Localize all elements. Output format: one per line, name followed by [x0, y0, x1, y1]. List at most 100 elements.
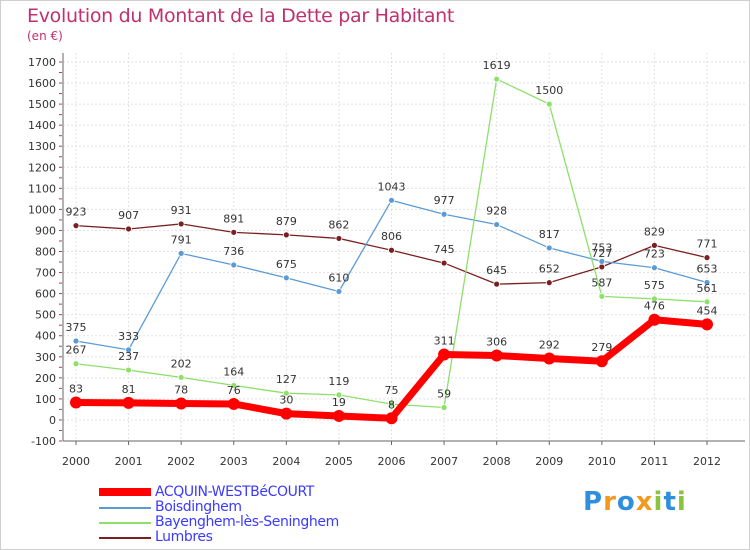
- logo-letter: i: [676, 487, 687, 517]
- y-tick-label: 1600: [28, 77, 56, 90]
- y-tick-label: 1700: [28, 56, 56, 69]
- data-label-acquin: 292: [539, 338, 560, 351]
- data-point-boisdinghem: [598, 257, 606, 265]
- data-point-acquin: [648, 313, 661, 326]
- data-point-boisdinghem: [388, 196, 395, 204]
- data-label-lumbres: 891: [223, 212, 244, 225]
- data-point-lumbres: [230, 228, 238, 236]
- data-label-acquin: 8: [388, 398, 395, 411]
- y-tick-label: 500: [35, 309, 56, 322]
- y-tick-label: 1200: [28, 161, 56, 174]
- chart-title: Evolution du Montant de la Dette par Hab…: [27, 5, 455, 27]
- data-label-lumbres: 745: [434, 243, 455, 256]
- data-label-lumbres: 652: [539, 263, 560, 276]
- logo-letter: o: [616, 487, 636, 517]
- data-point-lumbres: [545, 279, 553, 287]
- data-point-bayenghem: [598, 292, 606, 300]
- y-tick-label: 1500: [28, 98, 56, 111]
- data-point-bayenghem: [703, 298, 711, 306]
- data-point-boisdinghem: [651, 264, 658, 272]
- data-point-lumbres: [282, 231, 290, 239]
- data-point-bayenghem: [388, 400, 395, 408]
- data-label-bayenghem: 587: [591, 276, 612, 289]
- data-label-lumbres: 829: [644, 225, 665, 238]
- data-label-bayenghem: 575: [644, 279, 665, 292]
- data-point-acquin: [227, 397, 240, 410]
- data-label-bayenghem: 59: [437, 388, 451, 401]
- x-tick-label: 2006: [378, 455, 406, 468]
- data-point-acquin: [543, 352, 556, 365]
- data-point-bayenghem: [651, 295, 658, 303]
- data-point-acquin: [701, 318, 713, 331]
- data-label-acquin: 306: [486, 336, 507, 349]
- logo-letter: t: [663, 487, 677, 517]
- x-tick-label: 2004: [272, 455, 300, 468]
- data-label-boisdinghem: 791: [171, 233, 192, 246]
- logo-letter: r: [603, 487, 617, 517]
- data-label-boisdinghem: 653: [697, 262, 718, 275]
- data-label-lumbres: 862: [328, 218, 349, 231]
- data-point-lumbres: [651, 241, 658, 249]
- data-label-acquin: 30: [279, 394, 293, 407]
- data-label-lumbres: 923: [66, 206, 87, 219]
- data-point-lumbres: [703, 254, 711, 262]
- legend-label-bayenghem: Bayenghem-lès-Seninghem: [155, 514, 339, 530]
- data-label-acquin: 83: [69, 382, 83, 395]
- x-tick-label: 2012: [693, 455, 721, 468]
- data-point-lumbres: [125, 225, 132, 233]
- x-tick-label: 2005: [325, 455, 353, 468]
- data-point-boisdinghem: [72, 337, 80, 345]
- y-tick-label: 600: [35, 288, 56, 301]
- y-tick-label: 1000: [28, 203, 56, 216]
- y-tick-label: 400: [35, 330, 56, 343]
- x-tick-label: 2011: [640, 455, 668, 468]
- data-label-lumbres: 727: [591, 247, 612, 260]
- data-point-bayenghem: [282, 389, 290, 397]
- data-label-acquin: 476: [644, 300, 665, 313]
- data-point-boisdinghem: [335, 288, 343, 295]
- data-label-acquin: 311: [434, 334, 455, 347]
- data-point-bayenghem: [177, 374, 185, 381]
- data-point-bayenghem: [545, 100, 553, 108]
- data-point-lumbres: [335, 235, 343, 242]
- data-label-bayenghem: 119: [328, 375, 349, 388]
- data-point-bayenghem: [230, 382, 238, 389]
- data-label-bayenghem: 75: [385, 384, 399, 397]
- y-tick-label: 100: [35, 393, 56, 406]
- data-label-acquin: 279: [591, 341, 612, 354]
- data-label-bayenghem: 267: [66, 344, 87, 357]
- data-label-acquin: 19: [332, 396, 346, 409]
- y-tick-label: 800: [35, 246, 56, 259]
- data-label-boisdinghem: 723: [644, 248, 665, 261]
- data-label-bayenghem: 164: [223, 365, 244, 378]
- data-point-bayenghem: [440, 404, 448, 411]
- data-label-lumbres: 806: [381, 230, 402, 243]
- data-label-boisdinghem: 817: [539, 228, 560, 241]
- x-tick-label: 2009: [535, 455, 563, 468]
- data-label-boisdinghem: 333: [118, 330, 139, 343]
- legend-swatch-boisdinghem: [99, 507, 151, 509]
- data-label-acquin: 78: [174, 384, 188, 397]
- data-point-boisdinghem: [440, 210, 448, 218]
- data-label-lumbres: 879: [276, 215, 297, 228]
- data-label-bayenghem: 202: [171, 357, 192, 370]
- logo-letter: x: [635, 487, 654, 517]
- data-point-boisdinghem: [125, 346, 132, 354]
- data-label-bayenghem: 127: [276, 373, 297, 386]
- data-label-boisdinghem: 610: [328, 272, 349, 285]
- data-label-lumbres: 771: [697, 238, 718, 251]
- y-tick-label: 900: [35, 224, 56, 237]
- data-point-lumbres: [177, 220, 185, 228]
- data-label-boisdinghem: 675: [276, 258, 297, 271]
- data-label-boisdinghem: 736: [223, 245, 244, 258]
- data-label-boisdinghem: 375: [66, 321, 87, 334]
- y-tick-label: 300: [35, 351, 56, 364]
- data-point-acquin: [595, 355, 608, 368]
- y-tick-label: 1300: [28, 140, 56, 153]
- y-tick-label: 700: [35, 267, 56, 280]
- x-tick-label: 2010: [588, 455, 616, 468]
- data-point-bayenghem: [493, 75, 501, 83]
- data-label-acquin: 454: [697, 304, 718, 317]
- data-label-bayenghem: 1500: [535, 84, 563, 97]
- data-point-acquin: [438, 348, 451, 361]
